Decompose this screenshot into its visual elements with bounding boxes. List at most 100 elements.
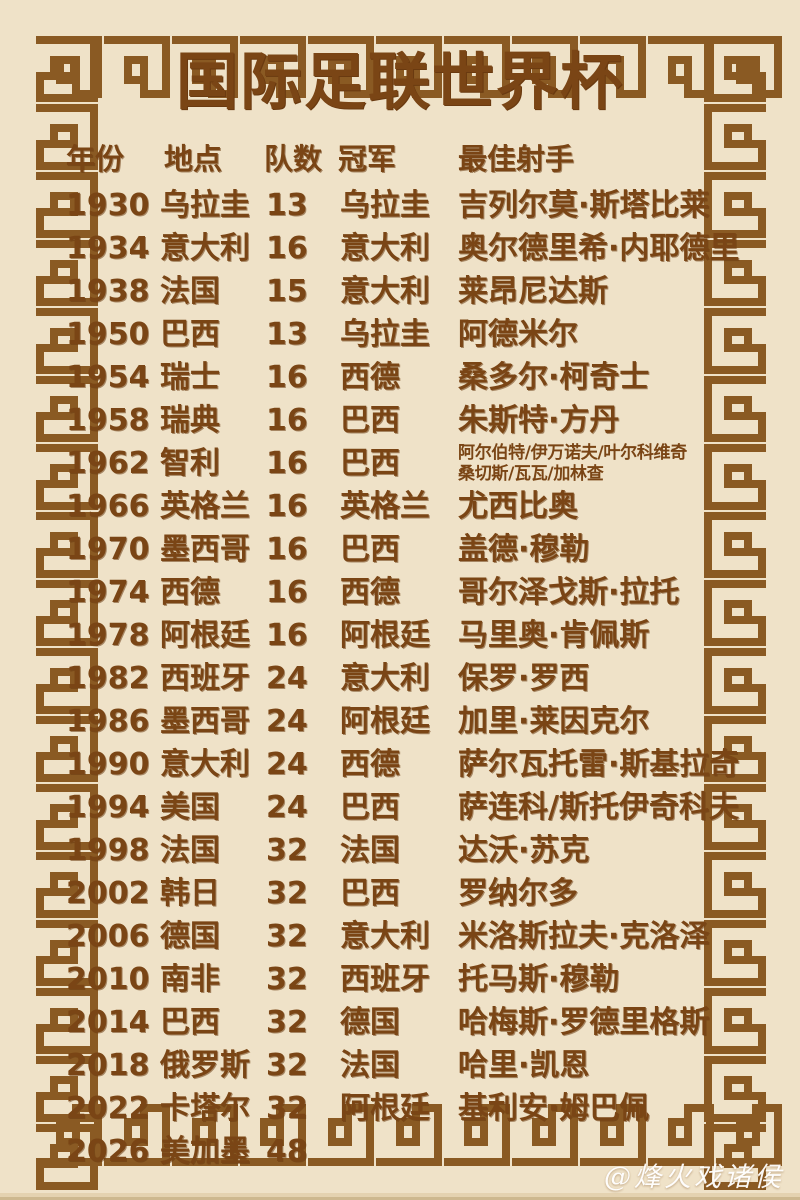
cell-top-scorer: 盖德·穆勒: [458, 532, 590, 567]
cell-teams: 32: [266, 876, 308, 911]
cell-year: 1930: [66, 188, 150, 223]
cell-top-scorer: 桑多尔·柯奇士: [458, 360, 650, 395]
cell-year: 1998: [66, 833, 150, 868]
cell-top-scorer: 米洛斯拉夫·克洛泽: [458, 919, 710, 954]
page-title: 国际足联世界杯: [175, 45, 624, 118]
cell-champion: 西德: [340, 575, 400, 610]
cell-teams: 32: [266, 833, 308, 868]
cell-teams: 24: [266, 704, 308, 739]
cell-host: 墨西哥: [160, 704, 250, 739]
cell-champion: 意大利: [340, 919, 430, 954]
cell-teams: 24: [266, 747, 308, 782]
table-row: 1970 墨西哥 16 巴西 盖德·穆勒: [0, 528, 800, 571]
cell-top-scorer: 莱昂尼达斯: [458, 274, 608, 309]
world-cup-table: 年份 地点 队数 冠军 最佳射手 1930 乌拉圭 13 乌拉圭 吉列尔莫·斯塔比莱 19…: [0, 134, 800, 1173]
bottom-edge-strip: [0, 1193, 800, 1200]
cell-host: 巴西: [160, 317, 220, 352]
cell-host: 德国: [160, 919, 220, 954]
cell-top-scorer: 达沃·苏克: [458, 833, 590, 868]
cell-host: 瑞典: [160, 403, 220, 438]
table-row: 1982 西班牙 24 意大利 保罗·罗西: [0, 657, 800, 700]
cell-top-scorer: 保罗·罗西: [458, 661, 590, 696]
cell-year: 1978: [66, 618, 150, 653]
cell-champion: 英格兰: [340, 489, 430, 524]
column-header-year: 年份: [66, 142, 125, 176]
cell-teams: 13: [266, 317, 308, 352]
cell-teams: 16: [266, 360, 308, 395]
table-body: 1930 乌拉圭 13 乌拉圭 吉列尔莫·斯塔比莱 1934 意大利 16 意大利 奥尔德里希·内…: [0, 184, 800, 1173]
cell-champion: 阿根廷: [340, 1091, 430, 1126]
cell-teams: 32: [266, 962, 308, 997]
table-row: 1998 法国 32 法国 达沃·苏克: [0, 829, 800, 872]
cell-teams: 16: [266, 575, 308, 610]
table-row: 1930 乌拉圭 13 乌拉圭 吉列尔莫·斯塔比莱: [0, 184, 800, 227]
table-row: 2022 卡塔尔 32 阿根廷 基利安·姆巴佩: [0, 1087, 800, 1130]
cell-teams: 24: [266, 790, 308, 825]
table-row: 1950 巴西 13 乌拉圭 阿德米尔: [0, 313, 800, 356]
cell-champion: 意大利: [340, 661, 430, 696]
table-row: 2002 韩日 32 巴西 罗纳尔多: [0, 872, 800, 915]
cell-teams: 32: [266, 919, 308, 954]
cell-year: 1990: [66, 747, 150, 782]
table-row: 1990 意大利 24 西德 萨尔瓦托雷·斯基拉奇: [0, 743, 800, 786]
cell-top-scorer: 哈梅斯·罗德里格斯: [458, 1005, 710, 1040]
table-row: 1958 瑞典 16 巴西 朱斯特·方丹: [0, 399, 800, 442]
cell-host: 墨西哥: [160, 532, 250, 567]
table-row: 2014 巴西 32 德国 哈梅斯·罗德里格斯: [0, 1001, 800, 1044]
cell-year: 1994: [66, 790, 150, 825]
cell-host: 巴西: [160, 1005, 220, 1040]
top-scorer-line: 阿尔伯特/伊万诺夫/叶尔科维奇: [458, 443, 687, 463]
cell-year: 2018: [66, 1048, 150, 1083]
cell-champion: 西班牙: [340, 962, 430, 997]
cell-top-scorer: 基利安·姆巴佩: [458, 1091, 650, 1126]
cell-top-scorer: 马里奥·肯佩斯: [458, 618, 650, 653]
table-row: 1978 阿根廷 16 阿根廷 马里奥·肯佩斯: [0, 614, 800, 657]
cell-top-scorer: 加里·莱因克尔: [458, 704, 650, 739]
cell-champion: 巴西: [340, 532, 400, 567]
cell-host: 西班牙: [160, 661, 250, 696]
cell-top-scorer: 萨连科/斯托伊奇科夫: [458, 790, 739, 825]
cell-champion: 阿根廷: [340, 618, 430, 653]
table-row: 2026 美加墨 48: [0, 1130, 800, 1173]
cell-champion: 法国: [340, 1048, 400, 1083]
cell-top-scorer: 托马斯·穆勒: [458, 962, 620, 997]
cell-year: 1958: [66, 403, 150, 438]
table-row: 1954 瑞士 16 西德 桑多尔·柯奇士: [0, 356, 800, 399]
cell-teams: 15: [266, 274, 308, 309]
cell-year: 1938: [66, 274, 150, 309]
cell-host: 英格兰: [160, 489, 250, 524]
column-header-teams: 队数: [264, 142, 323, 176]
cell-champion: 阿根廷: [340, 704, 430, 739]
cell-top-scorer: 阿德米尔: [458, 317, 578, 352]
cell-host: 意大利: [160, 231, 250, 266]
cell-champion: 西德: [340, 360, 400, 395]
cell-champion: 巴西: [340, 876, 400, 911]
cell-teams: 32: [266, 1048, 308, 1083]
cell-top-scorer: 奥尔德里希·内耶德里: [458, 231, 740, 266]
cell-host: 卡塔尔: [160, 1091, 250, 1126]
cell-champion: 乌拉圭: [340, 188, 430, 223]
cell-top-scorer: 萨尔瓦托雷·斯基拉奇: [458, 747, 740, 782]
column-header-host: 地点: [164, 142, 223, 176]
cell-year: 1966: [66, 489, 150, 524]
cell-host: 阿根廷: [160, 618, 250, 653]
cell-host: 韩日: [160, 876, 220, 911]
cell-champion: 巴西: [340, 403, 400, 438]
cell-year: 1962: [66, 446, 150, 481]
cell-year: 2010: [66, 962, 150, 997]
table-header-row: 年份 地点 队数 冠军 最佳射手: [0, 134, 800, 184]
watermark: @烽火戏诸侯: [604, 1162, 784, 1193]
cell-top-scorer: 吉列尔莫·斯塔比莱: [458, 188, 710, 223]
cell-teams: 32: [266, 1005, 308, 1040]
cell-teams: 16: [266, 618, 308, 653]
cell-top-scorer: 尤西比奥: [458, 489, 578, 524]
cell-host: 美加墨: [160, 1134, 250, 1169]
table-row: 1986 墨西哥 24 阿根廷 加里·莱因克尔: [0, 700, 800, 743]
cell-teams: 16: [266, 231, 308, 266]
cell-teams: 32: [266, 1091, 308, 1126]
table-row: 1962 智利 16 巴西 阿尔伯特/伊万诺夫/叶尔科维奇 桑切斯/瓦瓦/加林查: [0, 442, 800, 485]
cell-champion: 意大利: [340, 274, 430, 309]
cell-teams: 16: [266, 403, 308, 438]
cell-host: 法国: [160, 274, 220, 309]
cell-teams: 24: [266, 661, 308, 696]
